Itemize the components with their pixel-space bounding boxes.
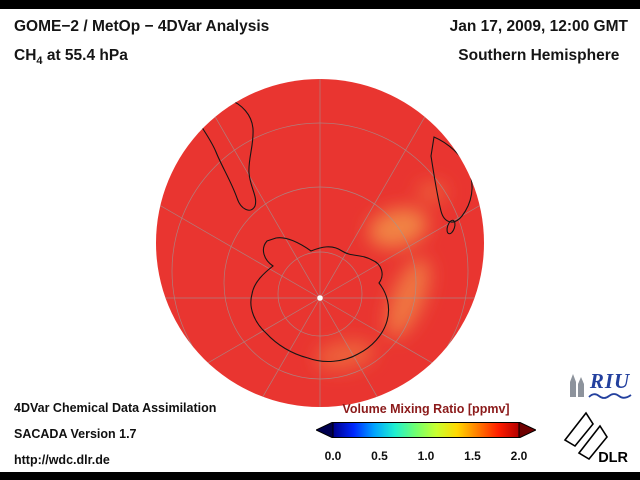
- colorbar-left-arrow: [314, 421, 334, 439]
- colorbar-tick: 1.0: [417, 449, 435, 463]
- madagascar-coastline: [446, 219, 456, 235]
- colorbar-tick: 0.0: [324, 449, 342, 463]
- colorbar-right-arrow: [518, 421, 538, 439]
- credit-line-2: SACADA Version 1.7: [14, 427, 137, 441]
- colorbar-block: Volume Mixing Ratio [ppmv] 0.0 0.5 1.0 1…: [314, 402, 538, 464]
- dlr-logo: DLR: [562, 408, 628, 466]
- dlr-emblem-icon: [563, 411, 608, 460]
- plot-subtitle: CH4 at 55.4 hPa: [14, 46, 269, 67]
- riu-cathedral-icon: [570, 374, 584, 397]
- colorbar-ticks: 0.0 0.5 1.0 1.5 2.0: [316, 449, 536, 464]
- plot-title: GOME−2 / MetOp − 4DVar Analysis: [14, 18, 270, 35]
- riu-logo-text: RIU: [589, 369, 631, 393]
- bottom-black-bar: [0, 472, 640, 480]
- riu-logo: RIU: [569, 371, 632, 401]
- colorbar-title: Volume Mixing Ratio [ppmv]: [342, 402, 510, 416]
- colorbar: [314, 421, 538, 439]
- colorbar-gradient: [332, 422, 520, 438]
- credits-block: 4DVar Chemical Data Assimilation SACADA …: [14, 401, 216, 479]
- riu-wave-icon: [588, 393, 632, 399]
- colorbar-tick: 2.0: [510, 449, 528, 463]
- hemisphere-map: [156, 79, 484, 407]
- species-subscript: 4: [36, 54, 43, 67]
- credit-line-3: http://wdc.dlr.de: [14, 453, 110, 467]
- credit-line-1: 4DVar Chemical Data Assimilation: [14, 401, 217, 415]
- antarctica-coastline: [250, 237, 390, 363]
- hemisphere-label: Southern Hemisphere: [458, 46, 620, 64]
- level-label: at 55.4 hPa: [42, 46, 128, 64]
- datetime-label: Jan 17, 2009, 12:00 GMT: [449, 18, 628, 35]
- top-black-bar: [0, 0, 640, 9]
- plot-title-block: GOME−2 / MetOp − 4DVar Analysis CH4 at 5…: [14, 19, 269, 67]
- colorbar-tick: 1.5: [464, 449, 481, 463]
- datetime-block: Jan 17, 2009, 12:00 GMT Southern Hemisph…: [450, 19, 628, 63]
- graticule: [156, 79, 484, 407]
- colorbar-tick: 0.5: [371, 449, 388, 463]
- dlr-logo-text: DLR: [598, 450, 628, 466]
- south-pole-marker: [317, 295, 323, 301]
- species-symbol: CH: [14, 46, 37, 64]
